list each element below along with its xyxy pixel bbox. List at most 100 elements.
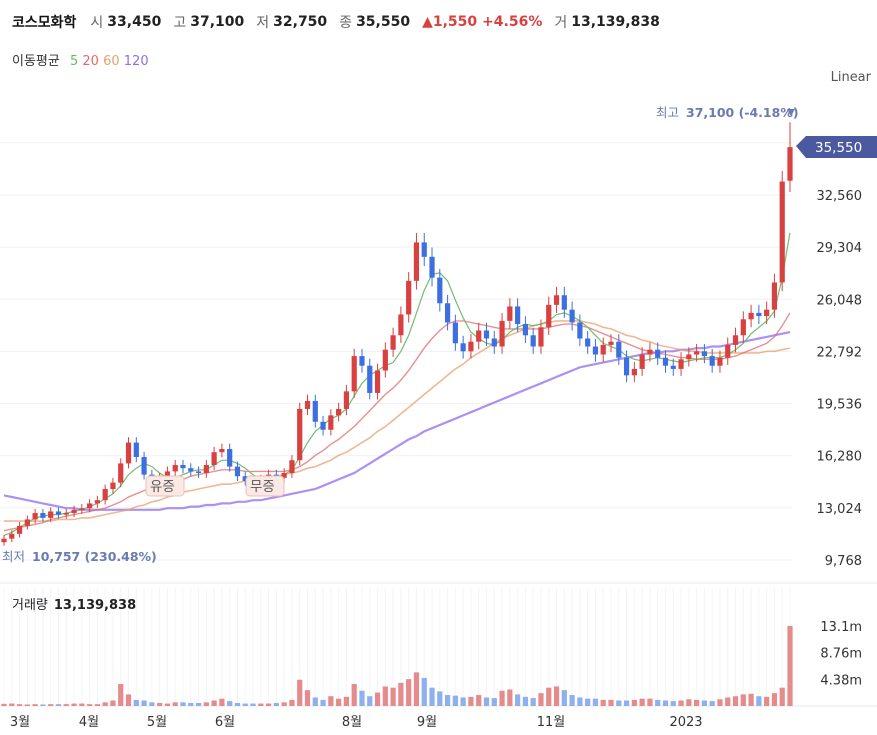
open-value: 33,450 [107,14,162,30]
candle-body [678,359,684,369]
candle [600,337,606,362]
price-tick-label: 16,280 [817,450,863,465]
volume-bar [289,699,295,706]
candle [779,170,785,292]
volume-bar [787,626,793,706]
candle-body [476,330,482,342]
candle [172,459,178,477]
time-tick-label: 6월 [215,715,235,730]
volume-bar [491,698,497,706]
candle [686,347,692,367]
volume-bar [429,687,435,706]
candle-body [670,365,676,369]
candle [787,122,793,192]
candle [367,358,373,400]
volume-bar [234,702,241,706]
low-label: 저 [256,15,270,31]
candle-body [694,351,700,355]
candle [359,348,365,373]
time-axis: 3월 4월 5월 6월 8월 9월 11월 2023 [10,715,703,730]
candle [289,455,295,478]
ma20-line [3,312,791,532]
volume-bar [569,695,575,706]
candle-body [787,147,793,181]
candle-body [71,509,77,514]
candle-body [406,280,412,315]
candle [608,334,614,353]
volume-bar [118,684,124,706]
candle-body [328,415,334,430]
candle-body [756,312,762,317]
volume-bar [522,696,529,706]
volume-bar [546,687,552,706]
candle-body [297,408,303,461]
scale-toggle[interactable]: Linear [830,70,871,85]
volume-bar [600,699,606,706]
candle [507,298,513,329]
candle-body [219,448,225,453]
up-arrow-icon: ▲ [422,14,433,30]
candle [515,298,521,332]
volume-bar [483,697,490,706]
volume-bar [149,702,155,706]
candle [476,322,482,350]
volume-bar [125,694,132,706]
candle [102,484,108,505]
event-rights-offering[interactable]: 유증 [145,475,185,497]
high-label: 고 [173,15,187,31]
candle [444,294,451,331]
candle [522,316,529,343]
current-price-tag: 35,550 [796,136,877,158]
candle [195,466,202,478]
candle [483,322,490,347]
volume-bar [507,689,513,706]
low-prefix: 최저 [2,549,25,564]
candle [87,499,93,513]
candle [639,347,645,376]
candle [55,507,62,519]
volume-bar [460,697,466,706]
candle [546,296,552,336]
candle-body [740,319,746,336]
candle-body [125,442,132,464]
volume-bar [701,700,707,706]
volume-bar [686,699,692,706]
candle-body [499,320,505,347]
moving-average-legend[interactable]: 이동평균 5 20 60 120 [12,50,149,69]
candle-body [87,503,93,509]
candle-body [55,511,62,515]
candle [585,330,591,354]
candle [211,446,217,471]
candle-body [242,476,248,482]
candle-body [102,489,108,501]
volume-bar [328,696,334,706]
candle [351,348,357,398]
candle-body [530,335,536,347]
price-tag-shape [796,136,877,158]
volume-bar [662,700,669,706]
close-label: 종 [339,15,353,31]
time-tick-label: 9월 [417,715,437,730]
volume-bar [561,690,567,706]
volume-bar [94,704,100,706]
candle-body [367,365,373,393]
candle [9,530,15,543]
candle [694,343,700,362]
candle [336,402,342,422]
candle-body [211,452,217,466]
volume-bar [468,696,474,706]
candle [460,335,466,359]
event-2-label: 무증 [250,479,275,495]
candle-body [616,341,622,358]
candle-body [203,465,209,474]
volume-bar [515,694,521,706]
candle-body [468,341,474,352]
candle-body [40,513,46,518]
price-tick-label: 29,304 [817,241,863,256]
event-bonus-issue[interactable]: 무증 [245,475,285,497]
volume-bar [133,699,139,706]
candle-body [460,343,466,352]
volume-bar [421,677,427,706]
candle [421,232,427,267]
